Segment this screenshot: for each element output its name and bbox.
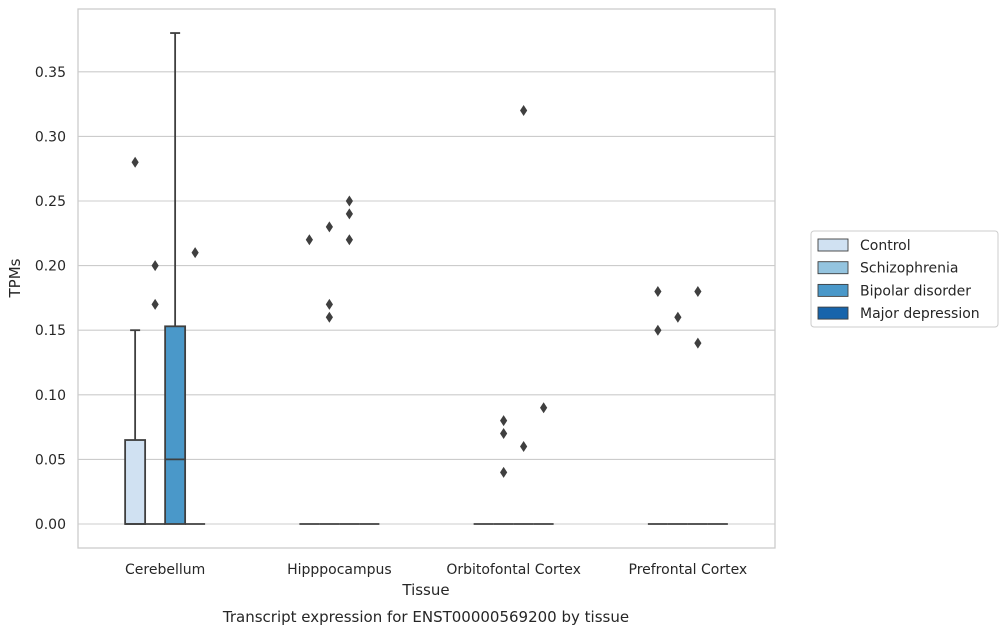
legend-swatch: [817, 261, 849, 275]
box-group: [185, 247, 206, 525]
chart-caption: Transcript expression for ENST0000056920…: [222, 608, 629, 626]
y-tick-label: 0.00: [35, 517, 66, 533]
y-tick-label: 0.30: [35, 129, 66, 145]
y-tick-label: 0.25: [35, 194, 66, 210]
y-tick-label: 0.05: [35, 452, 66, 468]
box-group: [299, 234, 320, 525]
outlier-point: [191, 247, 199, 259]
legend: Control Schizophrenia Bipolar disorder Majo…: [810, 230, 999, 328]
plot-frame: [77, 8, 776, 549]
outlier-point: [694, 285, 702, 297]
outlier-point: [674, 311, 682, 323]
outlier-point: [500, 415, 508, 427]
outlier-point: [520, 105, 528, 117]
box-group: [319, 221, 340, 525]
box-group: [339, 195, 360, 525]
outlier-point: [325, 311, 333, 323]
legend-swatch: [817, 306, 849, 320]
box-group: [533, 402, 554, 525]
legend-label: Control: [860, 238, 911, 254]
x-tick-label: Orbitofontal Cortex: [446, 562, 581, 578]
legend-label: Schizophrenia: [860, 261, 958, 277]
outlier-point: [345, 195, 353, 207]
plot-area: [78, 9, 775, 548]
x-tick-label: Cerebellum: [125, 562, 205, 578]
x-tick-label: Prefrontal Cortex: [629, 562, 748, 578]
box-group: [687, 285, 708, 525]
y-axis-label: TPMs: [6, 258, 24, 298]
box-groups: [124, 32, 728, 525]
outlier-point: [131, 156, 139, 168]
outlier-point: [305, 234, 313, 246]
box: [124, 439, 147, 525]
outlier-point: [500, 466, 508, 478]
box-group: [164, 32, 187, 525]
y-tick-label: 0.20: [35, 259, 66, 275]
x-tick-labels: Cerebellum Hipppocampus Orbitofontal Corte…: [125, 562, 747, 578]
outlier-point: [500, 428, 508, 440]
outlier-point: [654, 285, 662, 297]
legend-label: Bipolar disorder: [860, 283, 971, 299]
legend-swatch: [817, 238, 849, 252]
y-tick-labels: 0.00 0.05 0.10 0.15 0.20 0.25 0.30 0.35: [35, 65, 66, 533]
legend-frame: [810, 230, 999, 328]
outlier-point: [325, 298, 333, 310]
outlier-point: [540, 402, 548, 414]
legend-swatch: [817, 283, 849, 297]
box-group: [145, 260, 166, 525]
legend-label: Major depression: [860, 306, 980, 322]
y-tick-label: 0.35: [35, 65, 66, 81]
outlier-point: [151, 298, 159, 310]
outlier-point: [345, 234, 353, 246]
outlier-point: [325, 221, 333, 233]
box-group: [667, 311, 688, 525]
box-group: [513, 105, 534, 525]
box-group: [647, 285, 668, 525]
outlier-point: [345, 208, 353, 220]
box: [164, 325, 187, 525]
y-tick-label: 0.15: [35, 323, 66, 339]
outlier-point: [654, 324, 662, 336]
box-group: [124, 156, 147, 525]
outlier-point: [520, 440, 528, 452]
box-group: [493, 415, 514, 525]
outlier-point: [694, 337, 702, 349]
x-tick-label: Hipppocampus: [287, 562, 392, 578]
outlier-point: [151, 260, 159, 272]
y-tick-label: 0.10: [35, 388, 66, 404]
x-axis-label: Tissue: [401, 581, 449, 599]
